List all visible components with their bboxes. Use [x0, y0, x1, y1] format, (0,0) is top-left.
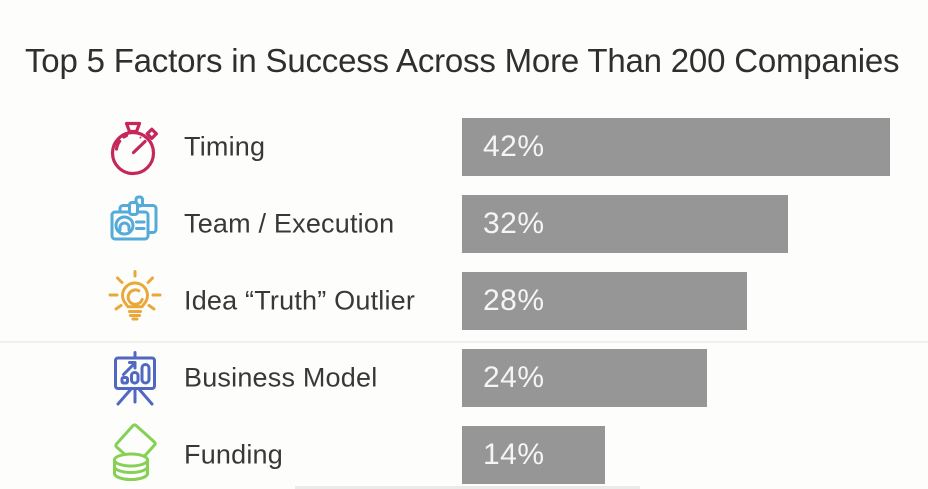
bar-funding: 14% [462, 426, 605, 484]
chart-title: Top 5 Factors in Success Across More Tha… [25, 42, 900, 79]
id-badge-icon [100, 189, 170, 259]
bar-value-label: 42% [483, 130, 545, 163]
factor-label: Business Model [184, 362, 378, 393]
bar-idea-truth-outlier: 28% [462, 272, 747, 330]
factor-label: Team / Execution [184, 208, 395, 239]
faint-horizontal-divider [0, 341, 928, 343]
chart-row-idea-truth-outlier: Idea “Truth” Outlier 28% [0, 270, 928, 330]
coins-icon [100, 420, 170, 489]
bar-value-label: 28% [483, 284, 545, 317]
factor-label: Funding [184, 439, 283, 470]
bar-value-label: 14% [483, 438, 545, 471]
factor-label: Timing [184, 131, 266, 162]
bar-value-label: 24% [483, 361, 545, 394]
bar-value-label: 32% [483, 207, 545, 240]
factor-label: Idea “Truth” Outlier [184, 285, 416, 316]
chart-row-funding: Funding 14% [0, 423, 928, 484]
chart-row-business-model: Business Model 24% [0, 349, 928, 407]
bar-business-model: 24% [462, 349, 707, 407]
chart-row-timing: Timing 42% [0, 118, 928, 176]
bottom-edge-artifact [295, 486, 640, 489]
chart-row-team-execution: Team / Execution 32% [0, 195, 928, 253]
presentation-chart-icon [100, 343, 170, 413]
lightbulb-icon [100, 266, 170, 336]
stopwatch-icon [100, 112, 170, 182]
bar-team-execution: 32% [462, 195, 788, 253]
bar-timing: 42% [462, 118, 890, 176]
